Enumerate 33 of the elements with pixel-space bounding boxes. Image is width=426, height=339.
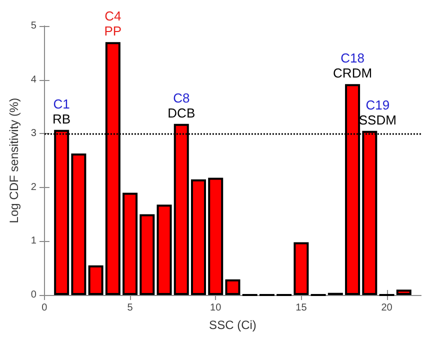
y-tick-label: 3 [30, 128, 37, 140]
bar [140, 214, 155, 295]
y-tick-label: 1 [30, 236, 37, 247]
y-axis-title: Log CDF sensitivity (%) [7, 98, 21, 224]
annotation: CRDM [333, 66, 372, 81]
annotation: C1 [53, 96, 70, 112]
bar [294, 242, 309, 295]
bar [122, 192, 138, 295]
annotation: SSDM [358, 112, 396, 128]
bar [71, 154, 86, 295]
x-axis-title: SSC (Ci) [209, 318, 256, 332]
x-tick-label: 20 [381, 302, 393, 314]
annotation: C19 [366, 97, 390, 112]
x-tick-label: 10 [210, 302, 222, 314]
bar [88, 265, 104, 295]
bar [396, 290, 412, 295]
bar [156, 204, 172, 295]
x-tick-label: 15 [296, 302, 308, 314]
annotation: PP [104, 24, 122, 39]
annotation: RB [52, 111, 71, 126]
x-tick-label: 0 [42, 302, 48, 314]
annotation: C4 [104, 8, 122, 24]
annotation: DCB [168, 105, 196, 120]
annotation: C18 [340, 50, 364, 66]
x-tick-label: 5 [127, 302, 134, 314]
bar [208, 178, 224, 295]
bar [191, 179, 206, 295]
annotation: C8 [173, 90, 190, 106]
y-tick-label: 4 [30, 74, 37, 86]
y-tick-label: 2 [30, 182, 37, 193]
y-tick-label: 0 [30, 290, 37, 300]
y-tick-label: 5 [30, 20, 37, 32]
bar [225, 279, 240, 295]
